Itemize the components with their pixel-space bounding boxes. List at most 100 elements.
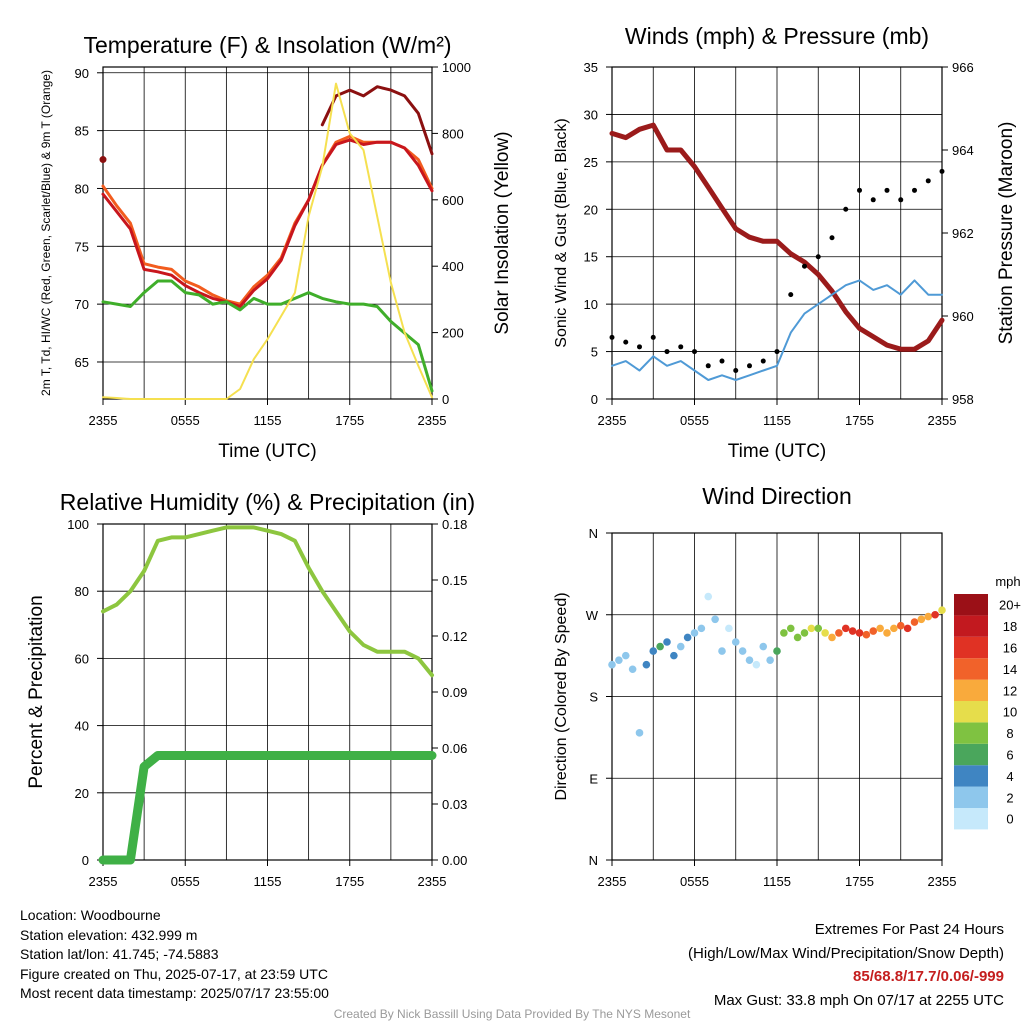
wind_direction-ytick-label: S xyxy=(589,690,598,705)
humidity-y2tick-label: 0.00 xyxy=(442,853,467,868)
legend-swatch xyxy=(954,636,988,659)
humidity-ytick-label: 80 xyxy=(75,584,89,599)
wind_direction-frame xyxy=(611,532,943,861)
winds-gust-point xyxy=(815,254,821,260)
wind_direction-point xyxy=(869,627,878,635)
wind_direction-point xyxy=(676,642,685,651)
temperature-y2tick-label: 0 xyxy=(442,392,449,407)
humidity-rh-line xyxy=(101,525,434,678)
winds-gust-point xyxy=(912,187,917,193)
wind_direction-xtick-label: 2355 xyxy=(928,874,957,889)
temperature-start-marker xyxy=(99,156,107,164)
wind_direction-point xyxy=(731,638,740,646)
humidity-ytick-label: 100 xyxy=(67,517,89,532)
humidity-xtick-label: 2355 xyxy=(89,874,118,889)
winds-gust-point xyxy=(870,197,876,203)
wind_direction-point xyxy=(628,665,637,674)
legend-swatch xyxy=(954,594,988,616)
winds-ytick-label: 0 xyxy=(591,392,598,407)
humidity-ytick-label: 20 xyxy=(75,786,89,801)
temperature-ytick-label: 90 xyxy=(75,66,89,81)
winds-gust-point xyxy=(774,349,780,355)
wind_direction-point xyxy=(621,651,630,660)
wind_direction-point xyxy=(759,642,768,651)
wind_direction-point xyxy=(780,629,788,637)
winds-gust-point xyxy=(925,178,931,184)
legend-label: 12 xyxy=(1003,683,1017,698)
humidity-xtick-label: 2355 xyxy=(418,874,447,889)
winds-xlabel: Time (UTC) xyxy=(728,441,827,462)
legend-swatch xyxy=(954,679,988,701)
humidity-xtick-label: 1755 xyxy=(335,874,364,889)
wind_direction-point xyxy=(608,660,616,669)
winds-gust-point xyxy=(692,349,697,355)
legend-label: 0 xyxy=(1006,812,1013,827)
wind_direction-point xyxy=(773,647,781,655)
temperature-ytick-label: 70 xyxy=(75,297,89,312)
wind_direction-point xyxy=(635,729,644,737)
wind_direction-ytick-label: W xyxy=(586,608,599,623)
extremes-box: Extremes For Past 24 Hours (High/Low/Max… xyxy=(688,918,1004,1012)
humidity-y2tick-label: 0.12 xyxy=(442,629,467,644)
legend-title: mph xyxy=(995,574,1020,589)
temperature-xtick-label: 2355 xyxy=(89,413,118,428)
wind_direction-point xyxy=(924,612,933,621)
temperature-xtick-label: 2355 xyxy=(418,413,447,428)
wind_direction-point xyxy=(793,633,802,642)
humidity-ytick-label: 0 xyxy=(82,853,89,868)
winds-pressure-line xyxy=(609,122,945,352)
wind_direction-point xyxy=(786,624,795,633)
legend-label: 10 xyxy=(1003,705,1017,720)
humidity-xtick-label: 1155 xyxy=(254,874,282,889)
legend-swatch xyxy=(954,615,988,637)
humidity-xtick-label: 0555 xyxy=(171,874,200,889)
humidity-title: Relative Humidity (%) & Precipitation (i… xyxy=(60,489,475,515)
temperature-title: Temperature (F) & Insolation (W/m²) xyxy=(83,32,451,58)
winds-gust-point xyxy=(760,358,766,364)
temperature-temp-line xyxy=(101,138,434,308)
winds-ytick-label: 35 xyxy=(584,60,598,75)
humidity-y2tick-label: 0.06 xyxy=(442,741,467,756)
temperature-y2tick-label: 800 xyxy=(442,126,464,141)
wind_direction-point xyxy=(896,621,905,630)
created-text: Figure created on Thu, 2025-07-17, at 23… xyxy=(20,965,328,982)
wind_direction-point xyxy=(841,624,850,633)
temperature-y2tick-label: 200 xyxy=(442,326,464,341)
temperature-ylabel-right: Solar Insolation (Yellow) xyxy=(492,131,513,334)
winds-xtick-label: 2355 xyxy=(928,413,957,428)
temperature-xtick-label: 0555 xyxy=(171,413,200,428)
winds-ytick-label: 20 xyxy=(584,202,598,217)
humidity-ylabel: Percent & Precipitation xyxy=(26,595,47,788)
winds-gust-point xyxy=(678,344,684,350)
winds-gust-point xyxy=(747,363,752,369)
wind_direction-xtick-label: 0555 xyxy=(680,874,709,889)
extremes-heading: Extremes For Past 24 Hours xyxy=(814,921,1004,938)
wind_direction-point xyxy=(910,618,919,626)
station-info: Location: Woodbourne Station elevation: … xyxy=(20,906,329,1004)
temperature-y2tick-label: 400 xyxy=(442,259,464,274)
winds-title: Winds (mph) & Pressure (mb) xyxy=(625,23,929,49)
winds-gust-point xyxy=(637,344,642,350)
winds-xtick-label: 2355 xyxy=(598,413,627,428)
legend-swatch xyxy=(954,743,988,766)
temperature-ytick-label: 65 xyxy=(75,355,89,370)
wind_direction-point xyxy=(821,629,829,637)
legend-swatch xyxy=(954,701,988,723)
winds-xtick-label: 0555 xyxy=(680,413,709,428)
wind_direction-title: Wind Direction xyxy=(702,483,852,509)
winds-y2tick-label: 964 xyxy=(952,143,974,158)
temperature-y2tick-label: 1000 xyxy=(442,60,471,75)
wind_direction-ytick-label: N xyxy=(589,853,598,868)
humidity-y2tick-label: 0.03 xyxy=(442,797,467,812)
humidity-ytick-label: 60 xyxy=(75,651,89,666)
wind_direction-point xyxy=(835,629,843,637)
temperature-ytick-label: 85 xyxy=(75,124,89,139)
winds-gust-point xyxy=(705,363,711,369)
wind_direction-point xyxy=(690,629,699,637)
wind_direction-point xyxy=(883,629,891,637)
wind_direction-point xyxy=(697,624,706,633)
wind_direction-point xyxy=(931,610,939,619)
winds-ytick-label: 25 xyxy=(584,155,598,170)
temperature-frame xyxy=(102,66,433,400)
